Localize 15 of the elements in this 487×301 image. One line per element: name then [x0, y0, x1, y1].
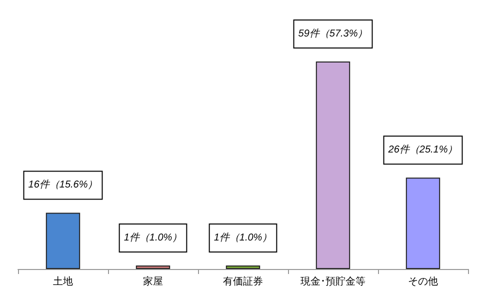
bar [46, 212, 80, 269]
x-tick-label: その他 [408, 276, 438, 288]
x-tick-label: 現金･預貯金等 [300, 276, 366, 288]
data-label: 1件（1.0%） [214, 232, 272, 244]
x-tick-label: 有価証券 [223, 276, 263, 288]
bar [406, 178, 440, 269]
x-tick-label: 土地 [53, 276, 73, 288]
data-label: 59件（57.3%） [298, 28, 368, 40]
bar [226, 265, 260, 269]
bar [316, 62, 350, 269]
data-label: 26件（25.1%） [387, 144, 458, 156]
data-label: 16件（15.6%） [28, 180, 98, 191]
bar [136, 265, 170, 269]
x-tick-label: 家屋 [143, 276, 163, 288]
data-label: 1件（1.0%） [124, 232, 182, 244]
